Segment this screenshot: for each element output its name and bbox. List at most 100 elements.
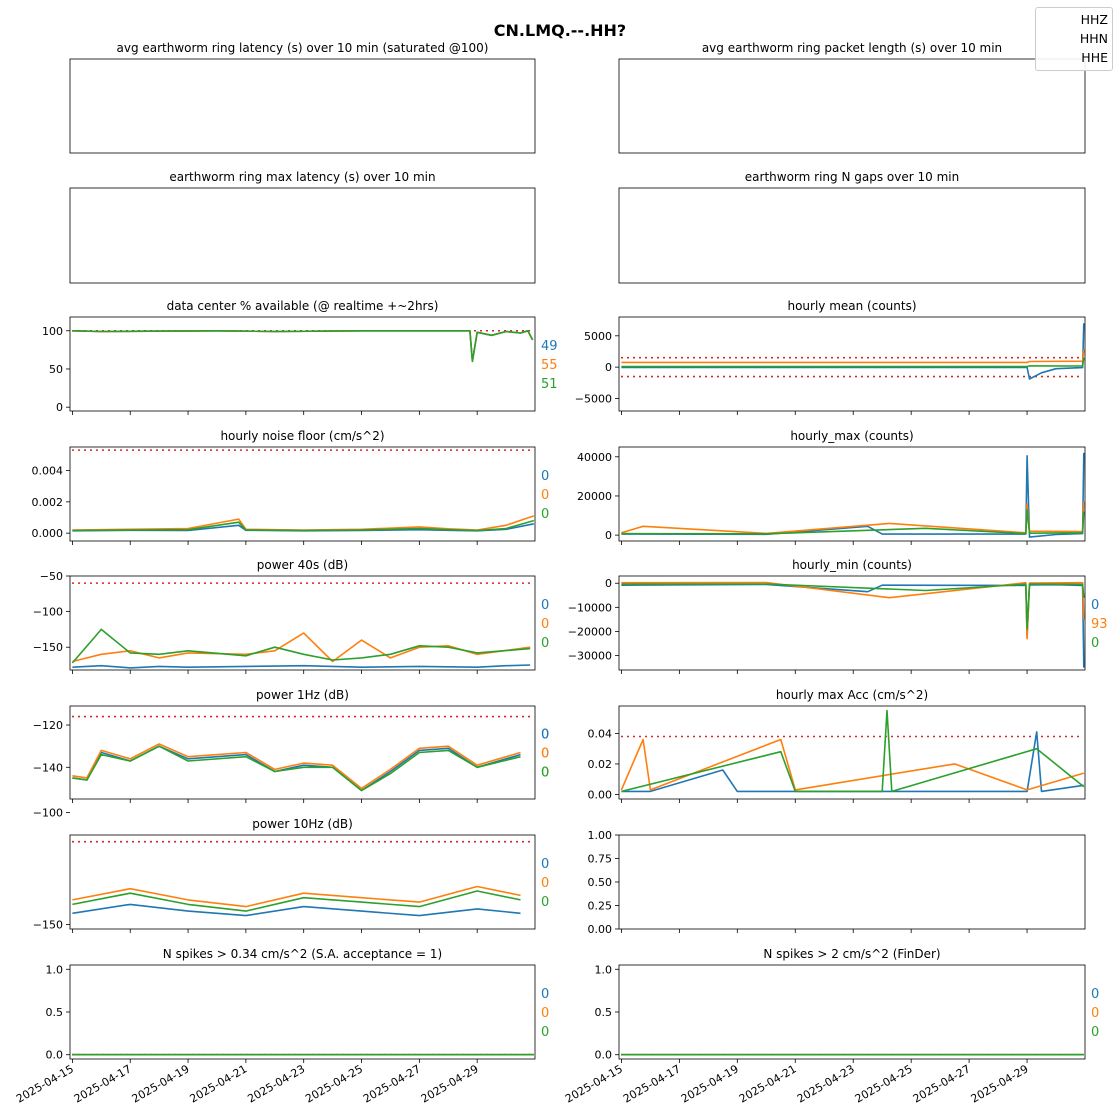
panel-frame bbox=[618, 187, 1086, 284]
series-line-hhz bbox=[72, 903, 521, 917]
legend: HHZ HHN HHE bbox=[1035, 7, 1113, 71]
channel-annotation: 0 bbox=[541, 747, 549, 762]
panel-frame bbox=[69, 575, 536, 671]
series-line-hhz bbox=[621, 323, 1085, 380]
y-tick-label: −30000 bbox=[568, 650, 612, 663]
channel-annotation: 0 bbox=[1091, 636, 1099, 651]
x-tick-label: 2025-04-17 bbox=[621, 1062, 683, 1105]
series-line-hhe bbox=[621, 357, 1085, 368]
channel-annotation: 0 bbox=[541, 469, 549, 484]
series-line-hhz bbox=[621, 583, 1085, 668]
panel-title: power 1Hz (dB) bbox=[256, 688, 349, 702]
panel-frame bbox=[69, 316, 536, 412]
panel-title: power 10Hz (dB) bbox=[252, 817, 353, 831]
panel-p1: avg earthworm ring latency (s) over 10 m… bbox=[69, 41, 536, 154]
panel-p14: 0.00 0.25 0.50 0.75 1.00 bbox=[588, 829, 1086, 936]
legend-item-hhe: HHE bbox=[1081, 50, 1108, 65]
panel-p9: power 40s (dB) −150 −100 −50 0 0 0 bbox=[33, 558, 549, 674]
x-tick-label: 2025-04-17 bbox=[72, 1062, 134, 1105]
x-tick-label: 2025-04-21 bbox=[188, 1062, 250, 1105]
x-tick-label: 2025-04-21 bbox=[737, 1062, 799, 1105]
panel-title: hourly max Acc (cm/s^2) bbox=[776, 688, 928, 702]
panel-p8: hourly_max (counts) 0 20000 40000 bbox=[577, 429, 1086, 545]
series-line-hhe bbox=[72, 329, 534, 363]
x-tick-label: 2025-04-29 bbox=[419, 1062, 481, 1105]
panel-title: N spikes > 2 cm/s^2 (FinDer) bbox=[763, 947, 940, 961]
panel-p12: hourly max Acc (cm/s^2) 0.00 0.02 0.04 0 0 0 bbox=[541, 688, 1086, 803]
panel-title: N spikes > 0.34 cm/s^2 (S.A. acceptance … bbox=[163, 947, 442, 961]
y-tick-label: 50 bbox=[49, 363, 63, 376]
panel-title: hourly_min (counts) bbox=[792, 558, 912, 572]
y-tick-label: 1.0 bbox=[595, 963, 613, 976]
panel-frame bbox=[618, 58, 1086, 154]
series-line-hhz bbox=[72, 745, 521, 792]
channel-annotation: 0 bbox=[541, 1025, 549, 1040]
series-line-hhn bbox=[621, 349, 1085, 364]
y-tick-label: −140 bbox=[33, 761, 63, 774]
legend-item-hhn: HHN bbox=[1079, 31, 1108, 46]
panel-p5: data center % available (@ realtime +~2h… bbox=[42, 299, 558, 415]
y-tick-label: 0.002 bbox=[32, 496, 64, 509]
series-line-hhz bbox=[621, 452, 1085, 538]
panel-title: power 40s (dB) bbox=[257, 558, 348, 572]
y-tick-label: 0.5 bbox=[595, 1006, 613, 1019]
y-tick-label: −100 bbox=[33, 606, 63, 619]
x-tick-label: 2025-04-19 bbox=[679, 1062, 741, 1105]
y-tick-label: 0.5 bbox=[46, 1006, 64, 1019]
panel-title: data center % available (@ realtime +~2h… bbox=[167, 299, 439, 313]
channel-annotation: 0 bbox=[541, 766, 549, 781]
y-tick-label: 1.0 bbox=[46, 963, 64, 976]
channel-annotation: 0 bbox=[1091, 987, 1099, 1002]
series-line-hhz bbox=[72, 329, 534, 363]
panel-title: hourly_max (counts) bbox=[790, 429, 913, 443]
y-tick-label: 100 bbox=[42, 325, 63, 338]
channel-annotation: 93 bbox=[1091, 617, 1108, 632]
y-tick-label: −5000 bbox=[575, 392, 612, 405]
x-tick-label: 2025-04-23 bbox=[245, 1062, 307, 1105]
panel-p3: earthworm ring max latency (s) over 10 m… bbox=[69, 170, 536, 284]
panel-title: hourly mean (counts) bbox=[787, 299, 916, 313]
y-tick-label: 20000 bbox=[577, 490, 612, 503]
y-tick-label: −150 bbox=[33, 919, 63, 932]
y-tick-label: 0 bbox=[605, 361, 612, 374]
x-tick-label: 2025-04-15 bbox=[563, 1062, 625, 1105]
x-tick-label: 2025-04-25 bbox=[303, 1062, 365, 1105]
y-tick-label: −20000 bbox=[568, 625, 612, 638]
panel-p4: earthworm ring N gaps over 10 min bbox=[618, 170, 1086, 284]
series-line-hhn bbox=[72, 515, 535, 531]
y-tick-label: −10000 bbox=[568, 601, 612, 614]
panel-frame bbox=[618, 964, 1086, 1060]
channel-annotation: 0 bbox=[541, 1006, 549, 1021]
y-tick-label: 0 bbox=[605, 577, 612, 590]
panel-frame bbox=[69, 58, 536, 154]
channel-annotation: 0 bbox=[541, 766, 549, 781]
y-tick-label: 40000 bbox=[577, 451, 612, 464]
panel-p6: hourly mean (counts) −5000 0 5000 bbox=[575, 299, 1086, 415]
series-line-hhn bbox=[620, 738, 1085, 791]
series-line-hhz bbox=[621, 731, 1084, 793]
series-line-hhn bbox=[72, 743, 521, 790]
channel-annotation: 0 bbox=[1091, 598, 1099, 613]
channel-annotation: 0 bbox=[541, 728, 549, 743]
channel-annotation: 0 bbox=[541, 876, 549, 891]
panel-frame bbox=[69, 446, 536, 542]
panel-p15: N spikes > 0.34 cm/s^2 (S.A. acceptance … bbox=[14, 947, 549, 1106]
channel-annotation: 0 bbox=[541, 507, 549, 522]
x-tick-label: 2025-04-25 bbox=[853, 1062, 915, 1105]
panel-title: avg earthworm ring latency (s) over 10 m… bbox=[117, 41, 489, 55]
y-tick-label: 0.000 bbox=[32, 527, 64, 540]
panel-title: hourly noise floor (cm/s^2) bbox=[220, 429, 384, 443]
series-line-hhe bbox=[621, 709, 1085, 793]
y-tick-label: 0 bbox=[56, 401, 63, 414]
channel-annotation: 0 bbox=[541, 598, 549, 613]
y-tick-label: 0.75 bbox=[588, 853, 613, 866]
y-tick-label: 0.0 bbox=[46, 1049, 64, 1062]
channel-annotation: 0 bbox=[541, 617, 549, 632]
channel-annotation: 49 bbox=[541, 339, 558, 354]
series-line-hhn bbox=[621, 501, 1085, 535]
y-tick-label: 0.00 bbox=[588, 923, 613, 936]
y-tick-label: 0.25 bbox=[588, 900, 613, 913]
legend-item-hhz: HHZ bbox=[1080, 12, 1108, 27]
x-tick-label: 2025-04-23 bbox=[795, 1062, 857, 1105]
